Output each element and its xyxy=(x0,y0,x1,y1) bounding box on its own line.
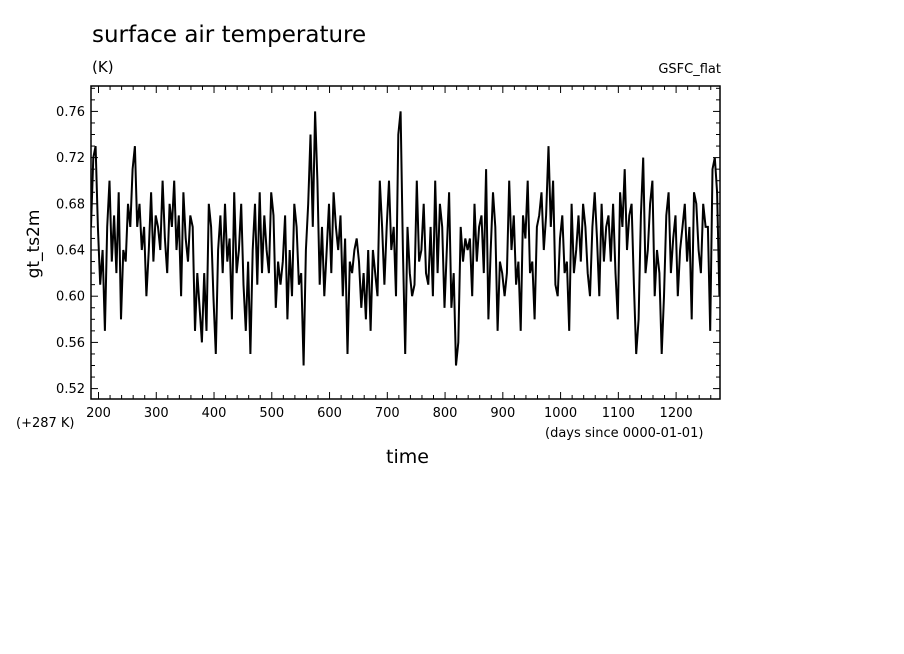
y-tick-label: 0.60 xyxy=(56,290,85,305)
x-tick-label: 600 xyxy=(317,406,342,421)
chart-subtitle: GSFC_flat xyxy=(658,62,721,77)
tick-labels: 200 300 400 500 600 700 800 900 1000 1100 1200 0.52… xyxy=(56,105,693,421)
plot-frame xyxy=(90,85,721,400)
series-line-gt-ts2m xyxy=(91,111,720,366)
x-tick-label: 500 xyxy=(259,406,284,421)
y-tick-label: 0.52 xyxy=(56,382,85,397)
x-axis-label: time xyxy=(386,446,429,468)
y-tick-label: 0.68 xyxy=(56,197,85,212)
x-tick-label: 900 xyxy=(490,406,515,421)
x-tick-label: 200 xyxy=(86,406,111,421)
x-tick-label: 300 xyxy=(144,406,169,421)
x-tick-label: 700 xyxy=(375,406,400,421)
x-tick-label: 1000 xyxy=(544,406,577,421)
x-units-note: (days since 0000-01-01) xyxy=(545,426,704,441)
y-tick-label: 0.64 xyxy=(56,244,85,259)
y-tick-label: 0.76 xyxy=(56,105,85,120)
chart-units: (K) xyxy=(92,58,114,76)
x-tick-label: 1200 xyxy=(660,406,693,421)
series-layer xyxy=(91,111,720,366)
x-tick-label: 1100 xyxy=(602,406,635,421)
x-tick-label: 400 xyxy=(202,406,227,421)
chart-title: surface air temperature xyxy=(92,22,367,48)
y-offset-note: (+287 K) xyxy=(16,416,75,431)
x-tick-label: 800 xyxy=(433,406,458,421)
y-tick-label: 0.56 xyxy=(56,336,85,351)
y-tick-label: 0.72 xyxy=(56,151,85,166)
